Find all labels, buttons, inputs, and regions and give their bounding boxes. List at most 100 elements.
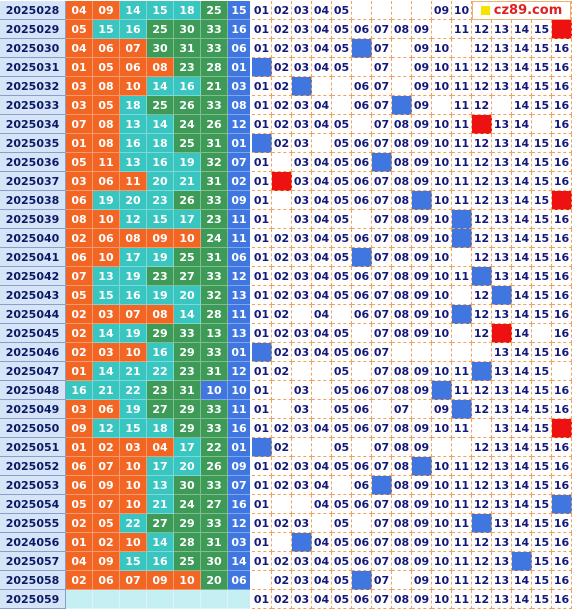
distribution-cell: 03 [292, 153, 312, 172]
distribution-cell: 10 [432, 514, 452, 533]
distribution-cell [252, 58, 272, 77]
distribution-cell: 06 [352, 229, 372, 248]
distribution-cell: 06 [352, 552, 372, 571]
distribution-cell: 05 [332, 229, 352, 248]
distribution-cell: 16 [552, 153, 572, 172]
distribution-cell: 13 [492, 153, 512, 172]
distribution-cell: 07 [372, 552, 392, 571]
red-ball-cell: 11 [120, 172, 147, 191]
distribution-cell: 15 [532, 343, 552, 362]
distribution-cell: 01 [252, 229, 272, 248]
distribution-cell: 04 [312, 58, 332, 77]
distribution-cell: 04 [312, 191, 332, 210]
red-ball-cell: 15 [120, 552, 147, 571]
distribution-cell: 09 [412, 362, 432, 381]
distribution-cell: 04 [312, 20, 332, 39]
distribution-cell: 15 [532, 400, 552, 419]
distribution-cell: 10 [432, 39, 452, 58]
distribution-cell: 05 [332, 381, 352, 400]
blue-ball-cell: 11 [228, 229, 250, 248]
red-ball-cell: 01 [66, 533, 93, 552]
distribution-cell: 09 [412, 229, 432, 248]
distribution-cell: 07 [372, 267, 392, 286]
distribution-cell: 10 [432, 324, 452, 343]
period-cell: 2025059 [0, 590, 66, 609]
distribution-cell: 07 [372, 324, 392, 343]
distribution-cell: 05 [332, 191, 352, 210]
distribution-cell: 07 [372, 571, 392, 590]
distribution-cell: 13 [492, 267, 512, 286]
distribution-cell: 14 [512, 20, 532, 39]
distribution-cell: 09 [412, 172, 432, 191]
distribution-cell: 04 [312, 476, 332, 495]
distribution-cell [472, 362, 492, 381]
red-ball-cell: 10 [120, 77, 147, 96]
table-row: 2025037 03 06 11 20 21 31 02 01 03 04 05 06 07 08 09 10 1… [0, 172, 572, 191]
distribution-cell [392, 343, 412, 362]
distribution-cell [352, 210, 372, 229]
red-ball-cell: 23 [147, 191, 174, 210]
distribution-cell: 15 [532, 438, 552, 457]
distribution-cell: 04 [312, 96, 332, 115]
distribution-cell: 14 [512, 381, 532, 400]
distribution-cell: 15 [532, 362, 552, 381]
distribution-cell [252, 571, 272, 590]
red-ball-cell: 15 [120, 419, 147, 438]
red-ball-cell: 05 [93, 514, 120, 533]
red-ball-cell: 08 [93, 77, 120, 96]
blue-ball-cell: 13 [228, 324, 250, 343]
table-row: 2025051 01 02 03 04 17 22 01 02 05 07 08 09 12 13 14 15 1… [0, 438, 572, 457]
distribution-cell [312, 438, 332, 457]
site-logo[interactable]: cz89.com [472, 1, 571, 20]
distribution-cell: 05 [332, 248, 352, 267]
distribution-cell: 05 [332, 533, 352, 552]
blue-ball-cell: 16 [228, 495, 250, 514]
red-ball-cell: 13 [93, 267, 120, 286]
distribution-cell [512, 552, 532, 571]
distribution-cell: 15 [532, 419, 552, 438]
distribution-cell: 03 [292, 1, 312, 20]
distribution-cell: 01 [252, 172, 272, 191]
red-ball-cell: 02 [66, 324, 93, 343]
distribution-cell [272, 381, 292, 400]
distribution-cell: 09 [412, 58, 432, 77]
distribution-cell: 15 [532, 153, 552, 172]
distribution-cell: 07 [372, 533, 392, 552]
distribution-cell: 12 [472, 58, 492, 77]
distribution-cell: 14 [512, 343, 532, 362]
red-ball-cell: 03 [66, 172, 93, 191]
distribution-cell: 12 [472, 229, 492, 248]
red-ball-cell: 06 [93, 229, 120, 248]
distribution-cell: 01 [252, 210, 272, 229]
period-cell: 2025033 [0, 96, 66, 115]
table-row: 2025043 05 15 16 19 20 32 13 01 02 03 04 05 06 07 08 09 1… [0, 286, 572, 305]
distribution-cell: 05 [332, 400, 352, 419]
red-ball-cell: 29 [174, 400, 201, 419]
distribution-cell: 11 [452, 476, 472, 495]
red-ball-cell: 33 [201, 419, 228, 438]
distribution-cell [552, 20, 572, 39]
red-ball-cell: 13 [201, 324, 228, 343]
red-ball-cell: 02 [66, 229, 93, 248]
distribution-cell: 12 [472, 457, 492, 476]
distribution-cell: 08 [392, 476, 412, 495]
red-ball-cell: 31 [201, 362, 228, 381]
red-ball-cell [120, 590, 147, 609]
distribution-cell: 15 [532, 77, 552, 96]
distribution-cell: 03 [292, 134, 312, 153]
distribution-cell: 08 [392, 248, 412, 267]
red-ball-cell: 09 [93, 552, 120, 571]
distribution-cell: 16 [552, 324, 572, 343]
red-ball-cell: 05 [93, 58, 120, 77]
distribution-cell [332, 96, 352, 115]
distribution-cell [352, 1, 372, 20]
distribution-cell: 02 [272, 20, 292, 39]
distribution-cell: 16 [552, 77, 572, 96]
distribution-cell: 08 [392, 533, 412, 552]
distribution-cell: 06 [352, 77, 372, 96]
blue-ball-cell [228, 590, 250, 609]
red-ball-cell: 31 [201, 134, 228, 153]
distribution-cell: 07 [372, 191, 392, 210]
distribution-cell: 10 [432, 476, 452, 495]
